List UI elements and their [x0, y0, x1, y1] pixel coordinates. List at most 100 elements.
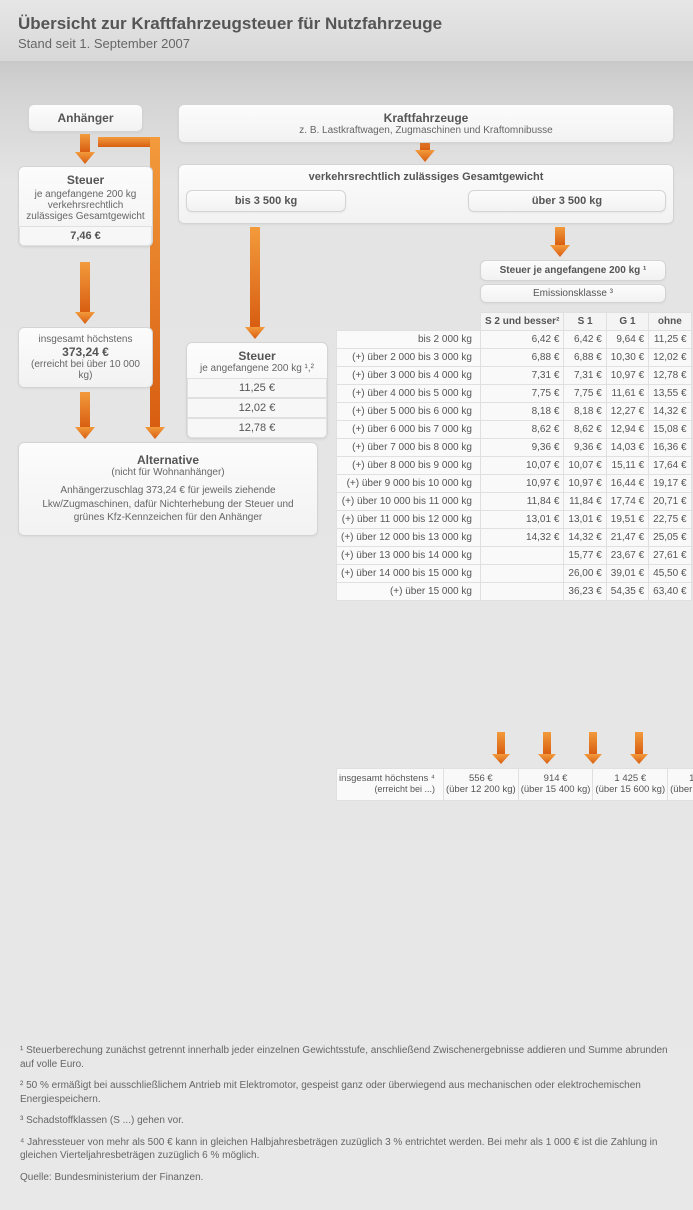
cell-6-1: 9,36 €	[564, 439, 606, 457]
vehicles-heading: Kraftfahrzeuge z. B. Lastkraftwagen, Zug…	[178, 104, 674, 143]
page-title: Übersicht zur Kraftfahrzeugsteuer für Nu…	[18, 14, 675, 34]
cell-5-3: 15,08 €	[649, 421, 691, 439]
light-price-0: 11,25 €	[187, 378, 327, 398]
cell-11-2: 21,47 €	[606, 529, 648, 547]
max-cell-2: 1 425 €(über 15 600 kg)	[593, 769, 668, 801]
row-label-3: (+) über 4 000 bis 5 000 kg	[337, 385, 481, 403]
cell-13-0	[480, 565, 563, 583]
cell-4-2: 12,27 €	[606, 403, 648, 421]
cell-5-2: 12,94 €	[606, 421, 648, 439]
cell-1-1: 6,88 €	[564, 349, 606, 367]
cell-13-3: 45,50 €	[649, 565, 691, 583]
cell-8-3: 19,17 €	[649, 475, 691, 493]
row-label-0: bis 2 000 kg	[337, 331, 481, 349]
max-label: insgesamt höchstens ⁴(erreicht bei ...)	[337, 769, 444, 801]
row-label-1: (+) über 2 000 bis 3 000 kg	[337, 349, 481, 367]
row-label-8: (+) über 9 000 bis 10 000 kg	[337, 475, 481, 493]
row-label-5: (+) über 6 000 bis 7 000 kg	[337, 421, 481, 439]
cell-6-0: 9,36 €	[480, 439, 563, 457]
cell-8-0: 10,97 €	[480, 475, 563, 493]
max-cell-1: 914 €(über 15 400 kg)	[518, 769, 593, 801]
max-cell-3: 1 681 €(über 15 800 kg)	[668, 769, 693, 801]
cell-7-1: 10,07 €	[564, 457, 606, 475]
cell-9-1: 11,84 €	[564, 493, 606, 511]
emission-header: Emissionsklasse ³	[480, 284, 666, 303]
cell-13-2: 39,01 €	[606, 565, 648, 583]
light-price-1: 12,02 €	[187, 398, 327, 418]
footnote-4: ⁴ Jahressteuer von mehr als 500 € kann i…	[20, 1136, 673, 1163]
cell-4-1: 8,18 €	[564, 403, 606, 421]
heavy-label: über 3 500 kg	[468, 190, 666, 212]
trailer-heading: Anhänger	[28, 104, 143, 132]
cell-11-3: 25,05 €	[649, 529, 691, 547]
row-label-7: (+) über 8 000 bis 9 000 kg	[337, 457, 481, 475]
cell-14-0	[480, 583, 563, 601]
trailer-max-box: insgesamt höchstens 373,24 € (erreicht b…	[18, 327, 153, 388]
source: Quelle: Bundesministerium der Finanzen.	[20, 1171, 673, 1185]
cell-10-2: 19,51 €	[606, 511, 648, 529]
light-tax-box: Steuer je angefangene 200 kg ¹,² 11,25 €…	[186, 342, 328, 439]
cell-7-0: 10,07 €	[480, 457, 563, 475]
cell-9-3: 20,71 €	[649, 493, 691, 511]
row-label-2: (+) über 3 000 bis 4 000 kg	[337, 367, 481, 385]
footnote-2: ² 50 % ermäßigt bei ausschließlichem Ant…	[20, 1079, 673, 1106]
cell-13-1: 26,00 €	[564, 565, 606, 583]
cell-2-2: 10,97 €	[606, 367, 648, 385]
heavy-tax-header: Steuer je angefangene 200 kg ¹	[480, 260, 666, 281]
row-label-4: (+) über 5 000 bis 6 000 kg	[337, 403, 481, 421]
cell-1-3: 12,02 €	[649, 349, 691, 367]
cell-6-3: 16,36 €	[649, 439, 691, 457]
heavy-table: S 2 und besser²S 1G 1ohnebis 2 000 kg6,4…	[336, 312, 692, 601]
page-subtitle: Stand seit 1. September 2007	[18, 36, 675, 51]
row-label-10: (+) über 11 000 bis 12 000 kg	[337, 511, 481, 529]
cell-8-1: 10,97 €	[564, 475, 606, 493]
cell-3-0: 7,75 €	[480, 385, 563, 403]
row-label-6: (+) über 7 000 bis 8 000 kg	[337, 439, 481, 457]
cell-0-1: 6,42 €	[564, 331, 606, 349]
cell-5-1: 8,62 €	[564, 421, 606, 439]
cell-14-1: 36,23 €	[564, 583, 606, 601]
cell-3-2: 11,61 €	[606, 385, 648, 403]
max-cell-0: 556 €(über 12 200 kg)	[443, 769, 518, 801]
cell-12-0	[480, 547, 563, 565]
light-price-2: 12,78 €	[187, 418, 327, 438]
header: Übersicht zur Kraftfahrzeugsteuer für Nu…	[0, 0, 693, 62]
col-header-0: S 2 und besser²	[480, 313, 563, 331]
cell-12-1: 15,77 €	[564, 547, 606, 565]
cell-9-0: 11,84 €	[480, 493, 563, 511]
col-header-1: S 1	[564, 313, 606, 331]
cell-1-2: 10,30 €	[606, 349, 648, 367]
cell-5-0: 8,62 €	[480, 421, 563, 439]
row-label-14: (+) über 15 000 kg	[337, 583, 481, 601]
cell-14-2: 54,35 €	[606, 583, 648, 601]
trailer-tax-box: Steuer je angefangene 200 kg verkehrsrec…	[18, 166, 153, 247]
cell-2-0: 7,31 €	[480, 367, 563, 385]
cell-4-0: 8,18 €	[480, 403, 563, 421]
alternative-box: Alternative (nicht für Wohnanhänger) Anh…	[18, 442, 318, 536]
cell-2-1: 7,31 €	[564, 367, 606, 385]
cell-9-2: 17,74 €	[606, 493, 648, 511]
diagram-canvas: Anhänger Steuer je angefangene 200 kg ve…	[0, 62, 693, 1012]
cell-3-1: 7,75 €	[564, 385, 606, 403]
cell-0-0: 6,42 €	[480, 331, 563, 349]
row-label-9: (+) über 10 000 bis 11 000 kg	[337, 493, 481, 511]
cell-10-3: 22,75 €	[649, 511, 691, 529]
row-label-13: (+) über 14 000 bis 15 000 kg	[337, 565, 481, 583]
col-header-2: G 1	[606, 313, 648, 331]
cell-12-3: 27,61 €	[649, 547, 691, 565]
cell-0-3: 11,25 €	[649, 331, 691, 349]
cell-1-0: 6,88 €	[480, 349, 563, 367]
cell-11-1: 14,32 €	[564, 529, 606, 547]
cell-7-3: 17,64 €	[649, 457, 691, 475]
footnotes: ¹ Steuerberechung zunächst getrennt inne…	[0, 1012, 693, 1210]
cell-12-2: 23,67 €	[606, 547, 648, 565]
footnote-1: ¹ Steuerberechung zunächst getrennt inne…	[20, 1044, 673, 1071]
light-label: bis 3 500 kg	[186, 190, 346, 212]
cell-2-3: 12,78 €	[649, 367, 691, 385]
row-label-12: (+) über 13 000 bis 14 000 kg	[337, 547, 481, 565]
cell-10-0: 13,01 €	[480, 511, 563, 529]
cell-11-0: 14,32 €	[480, 529, 563, 547]
trailer-price: 7,46 €	[19, 226, 152, 246]
row-label-11: (+) über 12 000 bis 13 000 kg	[337, 529, 481, 547]
max-table: insgesamt höchstens ⁴(erreicht bei ...)5…	[336, 768, 693, 801]
